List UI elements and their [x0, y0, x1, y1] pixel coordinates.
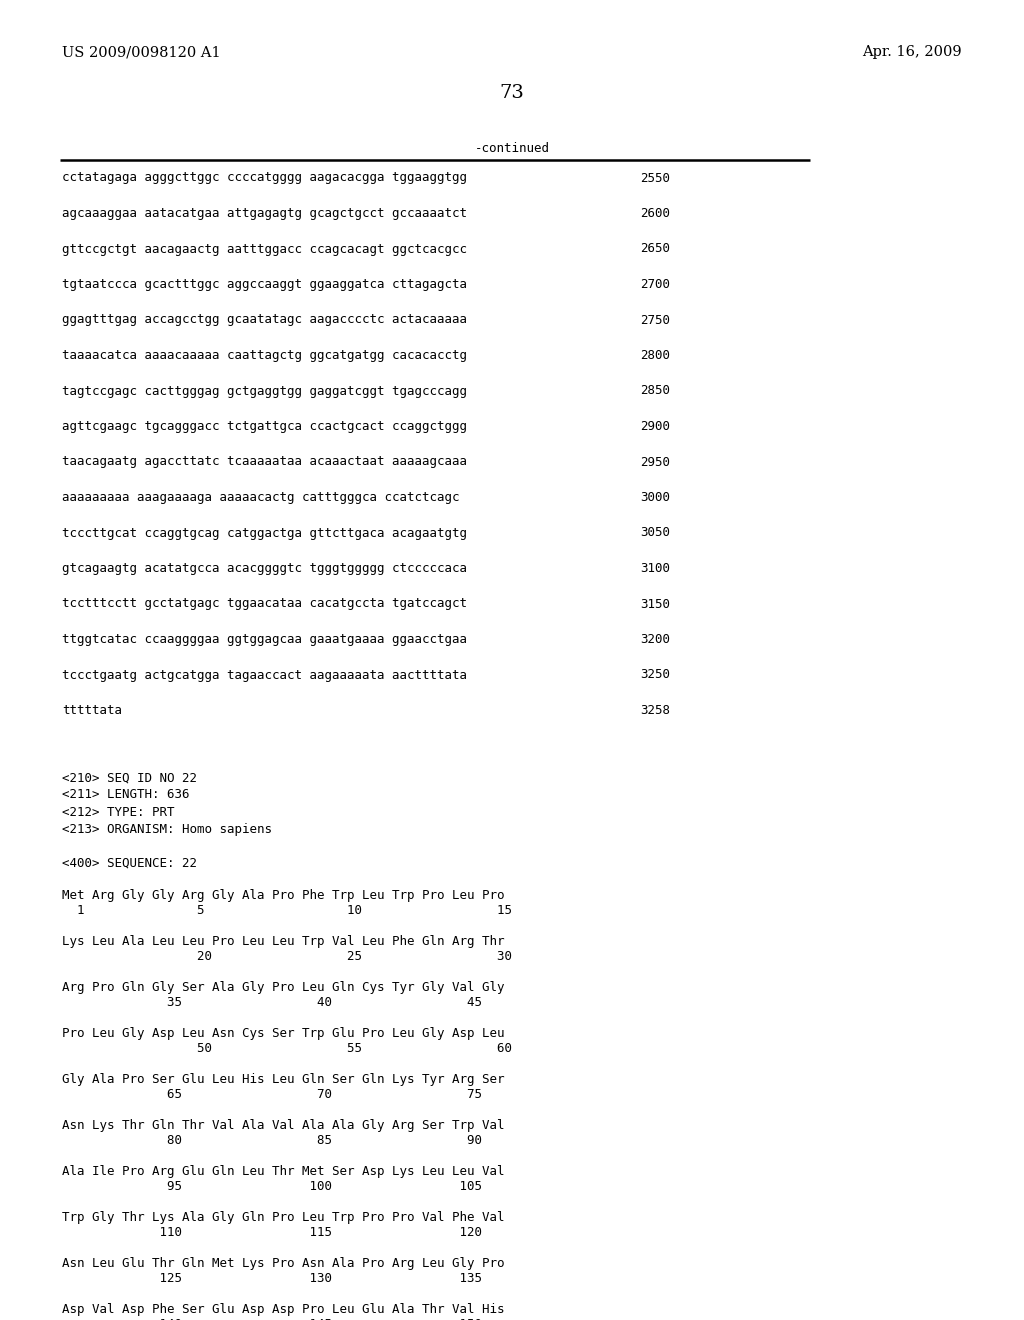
Text: tttttata: tttttata — [62, 704, 122, 717]
Text: tccctgaatg actgcatgga tagaaccact aagaaaaata aacttttata: tccctgaatg actgcatgga tagaaccact aagaaaa… — [62, 668, 467, 681]
Text: -continued: -continued — [474, 141, 550, 154]
Text: Gly Ala Pro Ser Glu Leu His Leu Gln Ser Gln Lys Tyr Arg Ser: Gly Ala Pro Ser Glu Leu His Leu Gln Ser … — [62, 1072, 505, 1085]
Text: <210> SEQ ID NO 22: <210> SEQ ID NO 22 — [62, 771, 197, 784]
Text: agcaaaggaa aatacatgaa attgagagtg gcagctgcct gccaaaatct: agcaaaggaa aatacatgaa attgagagtg gcagctg… — [62, 207, 467, 220]
Text: Pro Leu Gly Asp Leu Asn Cys Ser Trp Glu Pro Leu Gly Asp Leu: Pro Leu Gly Asp Leu Asn Cys Ser Trp Glu … — [62, 1027, 505, 1040]
Text: Trp Gly Thr Lys Ala Gly Gln Pro Leu Trp Pro Pro Val Phe Val: Trp Gly Thr Lys Ala Gly Gln Pro Leu Trp … — [62, 1210, 505, 1224]
Text: 50                  55                  60: 50 55 60 — [62, 1043, 512, 1056]
Text: Asn Leu Glu Thr Gln Met Lys Pro Asn Ala Pro Arg Leu Gly Pro: Asn Leu Glu Thr Gln Met Lys Pro Asn Ala … — [62, 1257, 505, 1270]
Text: <212> TYPE: PRT: <212> TYPE: PRT — [62, 805, 174, 818]
Text: 3050: 3050 — [640, 527, 670, 540]
Text: 2750: 2750 — [640, 314, 670, 326]
Text: gtcagaagtg acatatgcca acacggggtc tgggtggggg ctcccccaca: gtcagaagtg acatatgcca acacggggtc tgggtgg… — [62, 562, 467, 576]
Text: 3200: 3200 — [640, 634, 670, 645]
Text: ttggtcatac ccaaggggaa ggtggagcaa gaaatgaaaa ggaacctgaa: ttggtcatac ccaaggggaa ggtggagcaa gaaatga… — [62, 634, 467, 645]
Text: 3100: 3100 — [640, 562, 670, 576]
Text: tcctttcctt gcctatgagc tggaacataa cacatgccta tgatccagct: tcctttcctt gcctatgagc tggaacataa cacatgc… — [62, 598, 467, 610]
Text: 95                 100                 105: 95 100 105 — [62, 1180, 482, 1193]
Text: 80                  85                  90: 80 85 90 — [62, 1134, 482, 1147]
Text: 3150: 3150 — [640, 598, 670, 610]
Text: 125                 130                 135: 125 130 135 — [62, 1272, 482, 1286]
Text: <400> SEQUENCE: 22: <400> SEQUENCE: 22 — [62, 857, 197, 870]
Text: 1               5                   10                  15: 1 5 10 15 — [62, 904, 512, 917]
Text: <211> LENGTH: 636: <211> LENGTH: 636 — [62, 788, 189, 801]
Text: agttcgaagc tgcagggacc tctgattgca ccactgcact ccaggctggg: agttcgaagc tgcagggacc tctgattgca ccactgc… — [62, 420, 467, 433]
Text: 2700: 2700 — [640, 279, 670, 290]
Text: Ala Ile Pro Arg Glu Gln Leu Thr Met Ser Asp Lys Leu Leu Val: Ala Ile Pro Arg Glu Gln Leu Thr Met Ser … — [62, 1164, 505, 1177]
Text: 65                  70                  75: 65 70 75 — [62, 1089, 482, 1101]
Text: 3250: 3250 — [640, 668, 670, 681]
Text: aaaaaaaaa aaagaaaaga aaaaacactg catttgggca ccatctcagc: aaaaaaaaa aaagaaaaga aaaaacactg catttggg… — [62, 491, 460, 504]
Text: <213> ORGANISM: Homo sapiens: <213> ORGANISM: Homo sapiens — [62, 822, 272, 836]
Text: 2800: 2800 — [640, 348, 670, 362]
Text: 2850: 2850 — [640, 384, 670, 397]
Text: 3000: 3000 — [640, 491, 670, 504]
Text: Apr. 16, 2009: Apr. 16, 2009 — [862, 45, 962, 59]
Text: 3258: 3258 — [640, 704, 670, 717]
Text: Met Arg Gly Gly Arg Gly Ala Pro Phe Trp Leu Trp Pro Leu Pro: Met Arg Gly Gly Arg Gly Ala Pro Phe Trp … — [62, 888, 505, 902]
Text: Arg Pro Gln Gly Ser Ala Gly Pro Leu Gln Cys Tyr Gly Val Gly: Arg Pro Gln Gly Ser Ala Gly Pro Leu Gln … — [62, 981, 505, 994]
Text: cctatagaga agggcttggc ccccatgggg aagacacgga tggaaggtgg: cctatagaga agggcttggc ccccatgggg aagacac… — [62, 172, 467, 185]
Text: Asn Lys Thr Gln Thr Val Ala Val Ala Ala Gly Arg Ser Trp Val: Asn Lys Thr Gln Thr Val Ala Val Ala Ala … — [62, 1118, 505, 1131]
Text: tagtccgagc cacttgggag gctgaggtgg gaggatcggt tgagcccagg: tagtccgagc cacttgggag gctgaggtgg gaggatc… — [62, 384, 467, 397]
Text: tcccttgcat ccaggtgcag catggactga gttcttgaca acagaatgtg: tcccttgcat ccaggtgcag catggactga gttcttg… — [62, 527, 467, 540]
Text: 2550: 2550 — [640, 172, 670, 185]
Text: 2950: 2950 — [640, 455, 670, 469]
Text: 140                 145                 150: 140 145 150 — [62, 1319, 482, 1320]
Text: 2650: 2650 — [640, 243, 670, 256]
Text: US 2009/0098120 A1: US 2009/0098120 A1 — [62, 45, 220, 59]
Text: tgtaatccca gcactttggc aggccaaggt ggaaggatca cttagagcta: tgtaatccca gcactttggc aggccaaggt ggaagga… — [62, 279, 467, 290]
Text: 2900: 2900 — [640, 420, 670, 433]
Text: 35                  40                  45: 35 40 45 — [62, 997, 482, 1010]
Text: Asp Val Asp Phe Ser Glu Asp Asp Pro Leu Glu Ala Thr Val His: Asp Val Asp Phe Ser Glu Asp Asp Pro Leu … — [62, 1303, 505, 1316]
Text: ggagtttgag accagcctgg gcaatatagc aagacccctc actacaaaaa: ggagtttgag accagcctgg gcaatatagc aagaccc… — [62, 314, 467, 326]
Text: Lys Leu Ala Leu Leu Pro Leu Leu Trp Val Leu Phe Gln Arg Thr: Lys Leu Ala Leu Leu Pro Leu Leu Trp Val … — [62, 935, 505, 948]
Text: taaaacatca aaaacaaaaa caattagctg ggcatgatgg cacacacctg: taaaacatca aaaacaaaaa caattagctg ggcatga… — [62, 348, 467, 362]
Text: gttccgctgt aacagaactg aatttggacc ccagcacagt ggctcacgcc: gttccgctgt aacagaactg aatttggacc ccagcac… — [62, 243, 467, 256]
Text: taacagaatg agaccttatc tcaaaaataa acaaactaat aaaaagcaaa: taacagaatg agaccttatc tcaaaaataa acaaact… — [62, 455, 467, 469]
Text: 110                 115                 120: 110 115 120 — [62, 1226, 482, 1239]
Text: 73: 73 — [500, 84, 524, 102]
Text: 2600: 2600 — [640, 207, 670, 220]
Text: 20                  25                  30: 20 25 30 — [62, 950, 512, 964]
